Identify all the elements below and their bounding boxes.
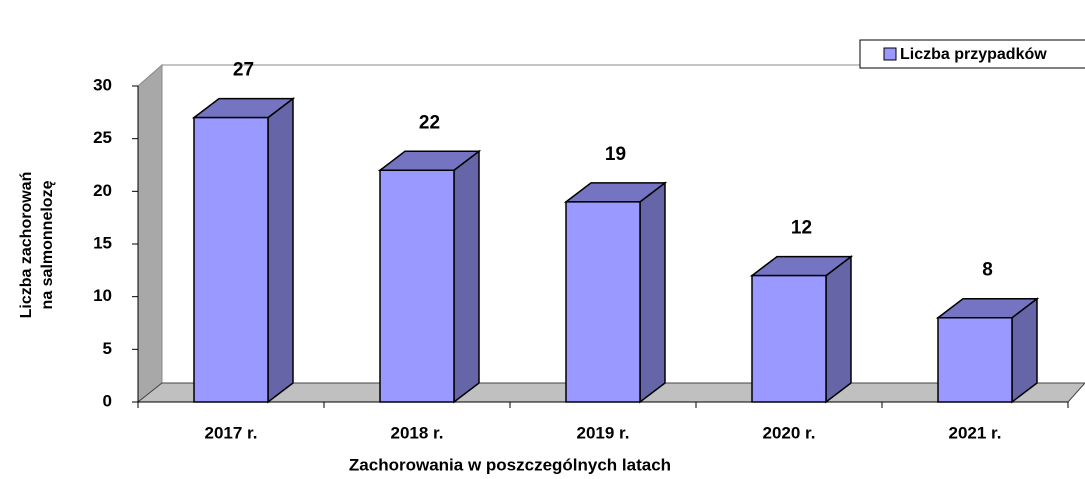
- x-axis-label: Zachorowania w poszczególnych latach: [349, 455, 671, 474]
- bar-side: [825, 255, 852, 404]
- y-axis-label-line: na salmonnelozę: [39, 180, 56, 309]
- y-tick-label: 15: [93, 233, 112, 252]
- bar: [193, 116, 269, 403]
- y-tick-label: 5: [103, 339, 112, 358]
- bar: [937, 316, 1013, 403]
- bar-side: [267, 97, 294, 404]
- x-tick-label: 2018 r.: [391, 423, 444, 442]
- data-label: 22: [419, 112, 440, 133]
- bar: [379, 169, 455, 403]
- x-tick-label: 2017 r.: [205, 423, 258, 442]
- y-tick-label: 10: [93, 286, 112, 305]
- y-tick-label: 20: [93, 181, 112, 200]
- y-axis-label-line: Liczba zachorowań: [18, 172, 35, 319]
- x-tick-label: 2021 r.: [949, 423, 1002, 442]
- y-tick-label: 25: [93, 128, 112, 147]
- bar-side: [453, 149, 480, 404]
- data-label: 12: [791, 218, 812, 239]
- x-tick-label: 2020 r.: [763, 423, 816, 442]
- x-tick-label: 2019 r.: [577, 423, 630, 442]
- data-label: 19: [605, 144, 626, 165]
- data-label: 8: [982, 260, 993, 281]
- legend-swatch: [883, 47, 897, 61]
- side-wall: [137, 63, 163, 404]
- legend: [859, 39, 1085, 69]
- bar: [565, 201, 641, 403]
- data-label: 27: [233, 60, 254, 81]
- y-tick-label: 0: [103, 391, 112, 410]
- bar: [751, 274, 827, 403]
- y-axis-label: Liczba zachorowań na salmonnelozę: [18, 172, 56, 319]
- legend-label: Liczba przypadków: [900, 46, 1047, 63]
- y-tick-label: 30: [93, 75, 112, 94]
- bar-side: [639, 181, 666, 404]
